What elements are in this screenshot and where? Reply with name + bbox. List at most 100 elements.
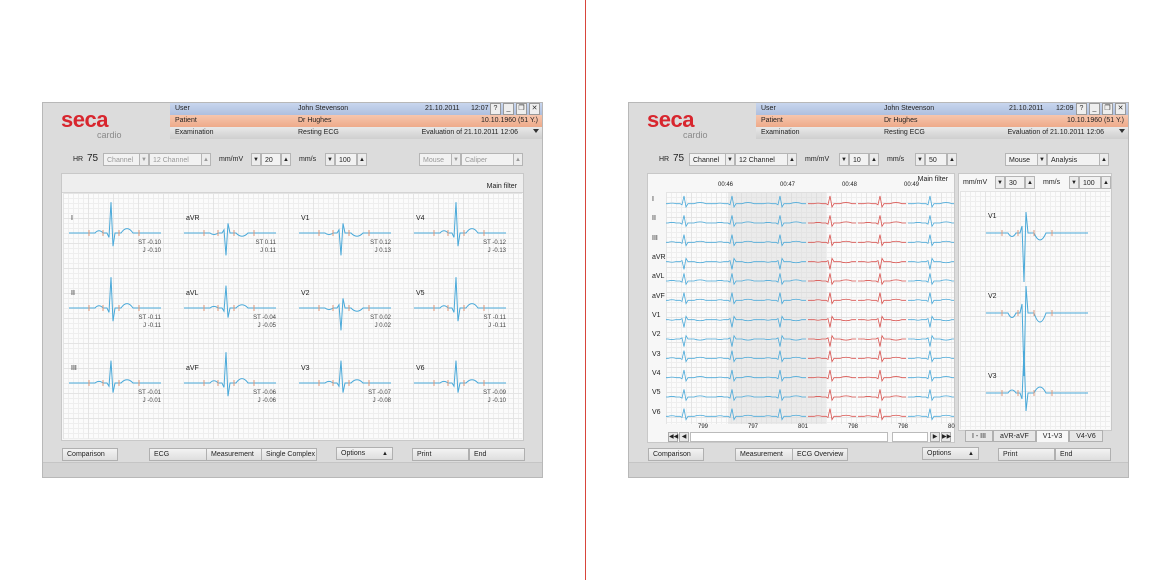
scroll-start-icon[interactable]: ◀◀ [668,432,679,442]
complex-waveform-V3 [299,360,391,393]
comparison-button[interactable]: Comparison [62,448,118,461]
measurement-button[interactable]: Measurement [206,448,262,461]
rhythm-beat-III [710,234,758,247]
options-button[interactable]: Options ▲ [336,447,393,460]
gain-down-icon[interactable]: ▼ [839,153,849,166]
ecg-button[interactable]: ECG [149,448,207,461]
detail-speed-up-icon[interactable]: ▲ [1101,176,1111,189]
selected-region[interactable] [728,192,826,424]
rhythm-beat-I [908,195,954,209]
rhythm-beat-V1 [858,315,906,328]
average-complex-panel: Main filter I ST -0.10 J -0.10 aVR ST 0.11 J … [61,173,524,441]
speed-down-icon[interactable]: ▼ [325,153,335,166]
tab-v1-v3[interactable]: V1-V3 [1035,430,1070,442]
rhythm-beat-aVR [710,257,758,270]
patient-label: Patient [761,117,783,124]
scroll-left-icon[interactable]: ◀ [679,432,689,442]
st-measurement-aVL: ST -0.04 J -0.05 [234,314,276,330]
tab-avr-avf[interactable]: aVR-aVF [993,430,1036,442]
hr-label: HR [73,156,84,163]
ecg-toolbar: HR 75 Channel ▼ 12 Channel ▲ mm/mV ▼ 10 … [647,153,1110,167]
rhythm-beat-V1 [808,315,856,328]
time-label: 00:47 [780,182,796,188]
lead-label-V4: V4 [416,215,425,222]
j-value: J 0.02 [374,323,391,329]
mouse-mode-select[interactable]: Caliper [461,153,523,166]
rhythm-lead-label-aVR: aVR [652,254,666,261]
speed-down-icon[interactable]: ▼ [915,153,925,166]
j-value: J -0.11 [488,323,506,329]
gain-down-icon[interactable]: ▼ [251,153,261,166]
j-value: J -0.05 [257,323,276,329]
mouse-up-icon[interactable]: ▲ [1099,153,1109,166]
mouse-down-icon[interactable]: ▼ [451,153,461,166]
ecg-overview-button[interactable]: ECG Overview [792,448,848,461]
gain-up-icon[interactable]: ▲ [281,153,291,166]
minimize-icon[interactable]: _ [1089,103,1100,115]
exam-row: Examination Resting ECG Evaluation of 21… [170,127,542,139]
print-button[interactable]: Print [998,448,1055,461]
detail-gain-value[interactable]: 30 [1005,176,1025,189]
rhythm-lead-label-I: I [652,196,654,203]
rhythm-beat-aVL [758,273,806,286]
j-value: J -0.11 [143,323,161,329]
help-button[interactable]: ? [490,103,501,115]
tab-v4-v6[interactable]: V4-V6 [1069,430,1103,442]
complex-waveform-V6 [414,360,506,393]
comparison-button[interactable]: Comparison [648,448,704,461]
restore-icon[interactable]: ❐ [516,103,527,115]
lead-labels: I II III aVR aVL aVF V1 V2 V3 V4 V5 V6 [648,192,666,424]
channel-up-icon[interactable]: ▲ [201,153,211,166]
options-label: Options [341,450,366,457]
j-value: J -0.06 [257,398,276,404]
close-icon[interactable]: ✕ [1115,103,1126,115]
exam-label: Examination [175,129,214,136]
rr-interval-row: 799 797 801 798 798 80 [666,424,955,432]
print-button[interactable]: Print [412,448,469,461]
speed-up-icon[interactable]: ▲ [947,153,957,166]
tab-i-iii[interactable]: I - III [965,430,993,442]
mouse-down-icon[interactable]: ▼ [1037,153,1047,166]
gain-value[interactable]: 20 [261,153,281,166]
detail-gain-down-icon[interactable]: ▼ [995,176,1005,189]
scroll-right-icon[interactable]: ▶ [930,432,940,442]
evaluation-dropdown-icon[interactable] [533,129,539,133]
detail-speed-down-icon[interactable]: ▼ [1069,176,1079,189]
end-button[interactable]: End [469,448,525,461]
single-complex-button[interactable]: Single Complex [261,448,317,461]
window-controls: ? _ ❐ ✕ [490,103,540,115]
evaluation-dropdown-icon[interactable] [1119,129,1125,133]
st-measurement-I: ST -0.10 J -0.10 [119,239,161,255]
right-app-window: seca cardio User John Stevenson 21.10.20… [628,102,1129,478]
gain-value[interactable]: 10 [849,153,869,166]
scrollbar-thumb[interactable] [892,432,928,442]
rhythm-beat-V2 [666,334,710,347]
gain-up-icon[interactable]: ▲ [869,153,879,166]
scroll-end-icon[interactable]: ▶▶ [941,432,952,442]
help-button[interactable]: ? [1076,103,1087,115]
detail-speed-value[interactable]: 100 [1079,176,1101,189]
minimize-icon[interactable]: _ [503,103,514,115]
close-icon[interactable]: ✕ [529,103,540,115]
speed-value[interactable]: 50 [925,153,947,166]
rhythm-beat-V2 [710,334,758,347]
speed-up-icon[interactable]: ▲ [357,153,367,166]
end-button[interactable]: End [1055,448,1111,461]
restore-icon[interactable]: ❐ [1102,103,1113,115]
measurement-button[interactable]: Measurement [735,448,793,461]
exam-value: Resting ECG [884,129,925,136]
options-up-icon: ▲ [382,451,388,457]
hr-label: HR [659,156,670,163]
window-controls: ? _ ❐ ✕ [1076,103,1126,115]
mouse-mode-select[interactable]: Analysis [1047,153,1109,166]
lead-label-V1: V1 [301,215,310,222]
channel-down-icon[interactable]: ▼ [725,153,735,166]
mouse-up-icon[interactable]: ▲ [513,153,523,166]
lead-label-V2: V2 [301,290,310,297]
options-button[interactable]: Options ▲ [922,447,979,460]
channel-up-icon[interactable]: ▲ [787,153,797,166]
speed-value[interactable]: 100 [335,153,357,166]
detail-gain-up-icon[interactable]: ▲ [1025,176,1035,189]
channel-down-icon[interactable]: ▼ [139,153,149,166]
horizontal-scrollbar[interactable] [690,432,888,442]
